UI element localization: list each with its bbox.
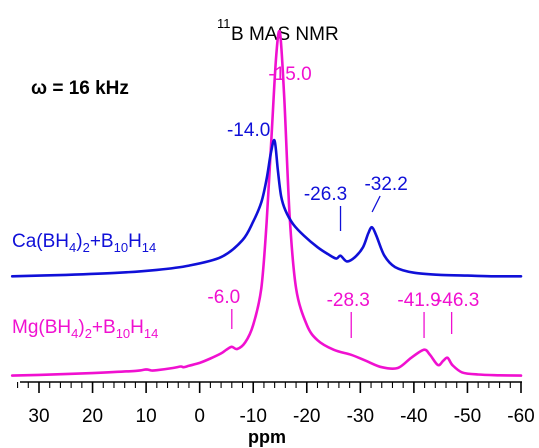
x-tick-label: 10 bbox=[136, 406, 157, 427]
series-line-mg bbox=[10, 29, 523, 377]
series-label-mg: Mg(BH4)2+B10H14 bbox=[12, 317, 158, 341]
x-tick-label: -30 bbox=[347, 406, 374, 427]
x-tick-label: -40 bbox=[400, 406, 427, 427]
chart-title-superscript: 11 bbox=[217, 16, 231, 31]
peak-label: -26.3 bbox=[304, 184, 347, 205]
x-tick-label: 0 bbox=[194, 406, 205, 427]
peak-label: -28.3 bbox=[327, 290, 370, 311]
peak-label: -15.0 bbox=[268, 64, 311, 85]
x-axis-label: ppm bbox=[248, 427, 286, 447]
annotation-layer: -14.0 -26.3 -32.2 -6.0 -15.0 -28.3 -41.9-46.3 bbox=[207, 64, 479, 338]
peak-label: -6.0 bbox=[207, 287, 240, 308]
series-layer bbox=[10, 29, 523, 377]
peak-label: -14.0 bbox=[227, 120, 270, 141]
x-tick-label: 20 bbox=[82, 406, 103, 427]
x-axis: 30 20 10 0 -10 -20 -30 -40 -50 -60 bbox=[17, 381, 535, 427]
x-tick-label: -20 bbox=[293, 406, 320, 427]
x-tick-label: -10 bbox=[239, 406, 266, 427]
spin-rate-label: ω = 16 kHz bbox=[31, 78, 129, 99]
peak-label: -32.2 bbox=[364, 174, 407, 195]
x-tick-label: -50 bbox=[454, 406, 481, 427]
chart-title: 11 B MAS NMR bbox=[217, 16, 339, 45]
series-line-ca bbox=[10, 138, 523, 278]
x-tick-label: 30 bbox=[28, 406, 49, 427]
series-label-ca: Ca(BH4)2+B10H14 bbox=[12, 231, 156, 255]
series-label-layer: Ca(BH4)2+B10H14 Mg(BH4)2+B10H14 bbox=[12, 231, 158, 341]
chart-title-text: B MAS NMR bbox=[231, 24, 339, 45]
x-tick-label: -60 bbox=[507, 406, 534, 427]
peak-leader-line bbox=[371, 195, 381, 213]
peak-label: -41.9 bbox=[397, 290, 440, 311]
peak-label: -46.3 bbox=[436, 290, 479, 311]
